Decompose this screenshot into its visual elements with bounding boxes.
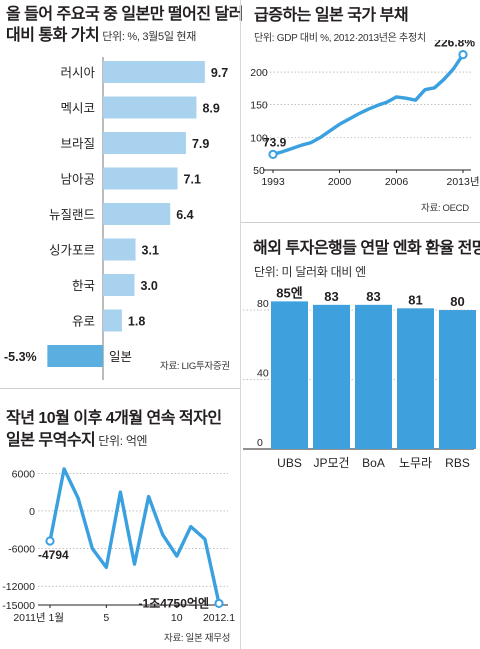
trade-y-tick-1: 0 bbox=[29, 506, 35, 518]
debt-point-1 bbox=[458, 50, 468, 60]
currency-subtitle: 단위: %, 3월5일 현재 bbox=[102, 31, 197, 43]
center-divider bbox=[240, 0, 241, 649]
trade-label-start: -4794 bbox=[38, 548, 69, 562]
currency-category-label-1: 멕시코 bbox=[60, 102, 95, 116]
debt-x-tick-0: 1993 bbox=[261, 176, 285, 188]
yen-value-label-1: 83 bbox=[324, 289, 338, 304]
currency-bar-4 bbox=[103, 203, 171, 225]
yen-category-label-2: BoA bbox=[362, 456, 385, 470]
currency-title-line2: 대비 통화 가치 bbox=[6, 27, 100, 44]
trade-y-tick-3: -12000 bbox=[2, 581, 35, 593]
trade-x-tick-0: 2011년 1월 bbox=[13, 612, 64, 624]
currency-category-label-8: 일본 bbox=[109, 350, 132, 364]
trade-label-end: -1조4750억엔 bbox=[139, 595, 210, 610]
currency-value-label-8: -5.3% bbox=[4, 350, 37, 364]
currency-category-label-2: 브라질 bbox=[60, 137, 95, 151]
yen-bar-3 bbox=[397, 308, 434, 449]
trade-title-line2: 일본 무역수지 bbox=[6, 432, 96, 449]
currency-source: 자료: LIG투자증권 bbox=[160, 361, 230, 372]
yen-y-tick-0: 0 bbox=[257, 437, 263, 449]
yen-value-label-0: 85엔 bbox=[276, 285, 302, 300]
yen-category-label-3: 노무라 bbox=[399, 456, 432, 470]
yen-bar-4 bbox=[439, 310, 476, 449]
debt-label-start: 73.9 bbox=[263, 135, 287, 149]
yen-bar-chart: 0 40 80 85엔 UBS 83 JP모건 83 BoA 81 노무라 80 RBS bbox=[243, 285, 476, 470]
trade-point-1 bbox=[214, 598, 224, 609]
currency-value-label-6: 3.0 bbox=[141, 279, 158, 293]
debt-line-chart: 50 100 150 200 1993 2000 2006 2013년 73.9 226.8% bbox=[250, 40, 479, 188]
currency-value-label-2: 7.9 bbox=[192, 137, 209, 151]
trade-title-row2: 일본 무역수지 단위: 억엔 bbox=[6, 431, 148, 451]
debt-series-line bbox=[271, 52, 465, 157]
debt-label-end: 226.8% bbox=[434, 40, 475, 50]
trade-series-line bbox=[48, 467, 221, 606]
yen-panel: 해외 투자은행들 연말 엔화 환율 전망 단위: 미 달러화 대비 엔 0 40 8… bbox=[241, 223, 480, 473]
yen-value-label-2: 83 bbox=[366, 289, 380, 304]
trade-subtitle: 단위: 억엔 bbox=[98, 434, 148, 448]
yen-value-label-4: 80 bbox=[450, 294, 464, 309]
debt-y-tick-0: 50 bbox=[253, 165, 265, 177]
yen-title: 해외 투자은행들 연말 엔화 환율 전망 bbox=[253, 240, 480, 257]
trade-y-tick-4: -15000 bbox=[2, 600, 35, 612]
currency-panel: 올 들어 주요국 중 일본만 떨어진 달러 대비 통화 가치 단위: %, 3월5… bbox=[0, 0, 243, 385]
debt-panel: 급증하는 일본 국가 부채 단위: GDP 대비 %, 2012·2013년은 … bbox=[241, 0, 480, 220]
trade-x-tick-3: 2012.1 bbox=[203, 612, 235, 624]
trade-title-line1: 작년 10월 이후 4개월 연속 적자인 bbox=[6, 410, 222, 427]
yen-category-label-0: UBS bbox=[277, 456, 302, 470]
currency-value-label-3: 7.1 bbox=[184, 173, 201, 187]
yen-category-label-4: RBS bbox=[445, 456, 470, 470]
currency-bar-5 bbox=[103, 238, 136, 261]
trade-point-0 bbox=[45, 536, 55, 546]
yen-bar-1 bbox=[313, 304, 350, 449]
currency-value-label-5: 3.1 bbox=[142, 244, 159, 258]
left-divider bbox=[0, 388, 240, 389]
debt-title: 급증하는 일본 국가 부채 bbox=[254, 7, 409, 24]
debt-x-tick-1: 2000 bbox=[328, 176, 352, 188]
right-divider bbox=[241, 222, 480, 223]
debt-point-0 bbox=[268, 149, 278, 160]
debt-x-tick-3: 2013년 bbox=[446, 176, 479, 188]
currency-bar-3 bbox=[103, 167, 178, 190]
currency-bar-2 bbox=[103, 132, 186, 154]
currency-category-label-7: 유로 bbox=[72, 315, 95, 329]
yen-value-label-3: 81 bbox=[408, 292, 422, 307]
currency-value-label-0: 9.7 bbox=[211, 66, 228, 80]
currency-bar-7 bbox=[103, 309, 122, 332]
debt-x-tick-2: 2006 bbox=[385, 176, 409, 188]
trade-y-tick-2: -6000 bbox=[8, 544, 35, 556]
currency-category-label-6: 한국 bbox=[72, 279, 95, 293]
currency-value-label-7: 1.8 bbox=[128, 315, 145, 329]
debt-source: 자료: OECD bbox=[421, 203, 469, 214]
trade-x-tick-1: 5 bbox=[103, 612, 109, 624]
currency-value-label-4: 6.4 bbox=[176, 208, 193, 222]
currency-bar-8 bbox=[47, 345, 103, 367]
debt-y-tick-2: 150 bbox=[250, 100, 268, 112]
currency-bar-chart: 러시아 9.7 멕시코 8.9 브라질 7.9 남아공 7.1 뉴질랜드 6.4 싱가포르 3.1 한국… bbox=[4, 57, 228, 380]
trade-source: 자료: 일본 재무성 bbox=[164, 633, 231, 644]
currency-title-row2: 대비 통화 가치 단위: %, 3월5일 현재 bbox=[6, 26, 196, 46]
debt-subtitle: 단위: GDP 대비 %, 2012·2013년은 추정치 bbox=[254, 33, 426, 44]
currency-bar-0 bbox=[103, 61, 205, 83]
trade-x-tick-2: 10 bbox=[171, 612, 183, 624]
currency-bar-6 bbox=[103, 274, 135, 296]
debt-y-tick-3: 200 bbox=[250, 67, 268, 79]
currency-bar-1 bbox=[103, 96, 197, 119]
yen-y-tick-2: 80 bbox=[257, 298, 269, 310]
currency-value-label-1: 8.9 bbox=[202, 102, 219, 116]
currency-category-label-0: 러시아 bbox=[60, 66, 95, 80]
yen-bar-2 bbox=[355, 304, 392, 449]
currency-category-label-3: 남아공 bbox=[60, 173, 95, 187]
trade-y-tick-0: 6000 bbox=[12, 468, 36, 480]
yen-category-label-1: JP모건 bbox=[313, 456, 349, 470]
yen-subtitle: 단위: 미 달러화 대비 엔 bbox=[254, 265, 366, 279]
currency-category-label-4: 뉴질랜드 bbox=[49, 208, 95, 222]
currency-title-line1: 올 들어 주요국 중 일본만 떨어진 달러 bbox=[6, 6, 243, 23]
currency-category-label-5: 싱가포르 bbox=[49, 244, 95, 258]
yen-y-tick-1: 40 bbox=[257, 368, 269, 380]
debt-y-tick-1: 100 bbox=[250, 132, 268, 144]
trade-panel: 작년 10월 이후 4개월 연속 적자인 일본 무역수지 단위: 억엔 6000 0… bbox=[0, 389, 240, 649]
yen-bar-0 bbox=[271, 301, 308, 449]
